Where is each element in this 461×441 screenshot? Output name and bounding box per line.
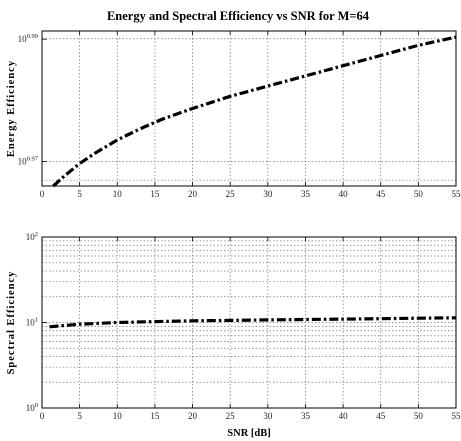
y-tick-label: 100 (26, 402, 38, 413)
y-axis-label: Energy Efficiency (6, 60, 17, 157)
series-line (49, 316, 457, 329)
y-axis-label: Spectral Efficiency (6, 271, 17, 375)
x-tick-label: 15 (150, 189, 160, 199)
x-tick-label: 30 (263, 411, 273, 421)
spectral-efficiency-plot: 0 5 10 15 20 25 30 35 40 45 50 55 100 101 102 Spectral … (6, 231, 461, 439)
x-tick-label: 0 (40, 189, 45, 199)
x-axis-label: SNR [dB] (227, 428, 270, 439)
figure-title: Energy and Spectral Efficiency vs SNR fo… (107, 9, 370, 23)
energy-efficiency-plot: 0 5 10 15 20 25 30 35 40 45 50 55 100.97 100.99 Energy… (6, 30, 461, 199)
x-tick-label: 40 (339, 189, 349, 199)
x-tick-label: 20 (188, 411, 198, 421)
plot-frame (41, 30, 457, 187)
x-tick-label: 45 (376, 411, 386, 421)
x-tick-label: 5 (77, 189, 82, 199)
x-tick-label: 25 (226, 411, 236, 421)
x-tick-label: 15 (150, 411, 160, 421)
series-line (52, 35, 457, 188)
y-tick-label: 101 (26, 317, 38, 328)
x-tick-label: 50 (414, 411, 424, 421)
x-tick-label: 25 (226, 189, 236, 199)
x-tick-label: 10 (113, 189, 123, 199)
x-tick-label: 35 (301, 411, 311, 421)
x-tick-label: 5 (77, 411, 82, 421)
x-tick-label: 35 (301, 189, 311, 199)
x-tick-label: 55 (452, 411, 461, 421)
x-tick-label: 0 (40, 411, 45, 421)
x-tick-label: 50 (414, 189, 424, 199)
y-tick-label: 100.97 (18, 156, 39, 167)
x-tick-label: 40 (339, 411, 349, 421)
x-tick-label: 30 (263, 189, 273, 199)
x-tick-label: 55 (452, 189, 461, 199)
x-tick-label: 20 (188, 189, 198, 199)
y-tick-label: 100.99 (18, 33, 38, 44)
x-tick-label: 45 (376, 189, 386, 199)
x-tick-label: 10 (113, 411, 123, 421)
y-tick-label: 102 (26, 231, 38, 242)
